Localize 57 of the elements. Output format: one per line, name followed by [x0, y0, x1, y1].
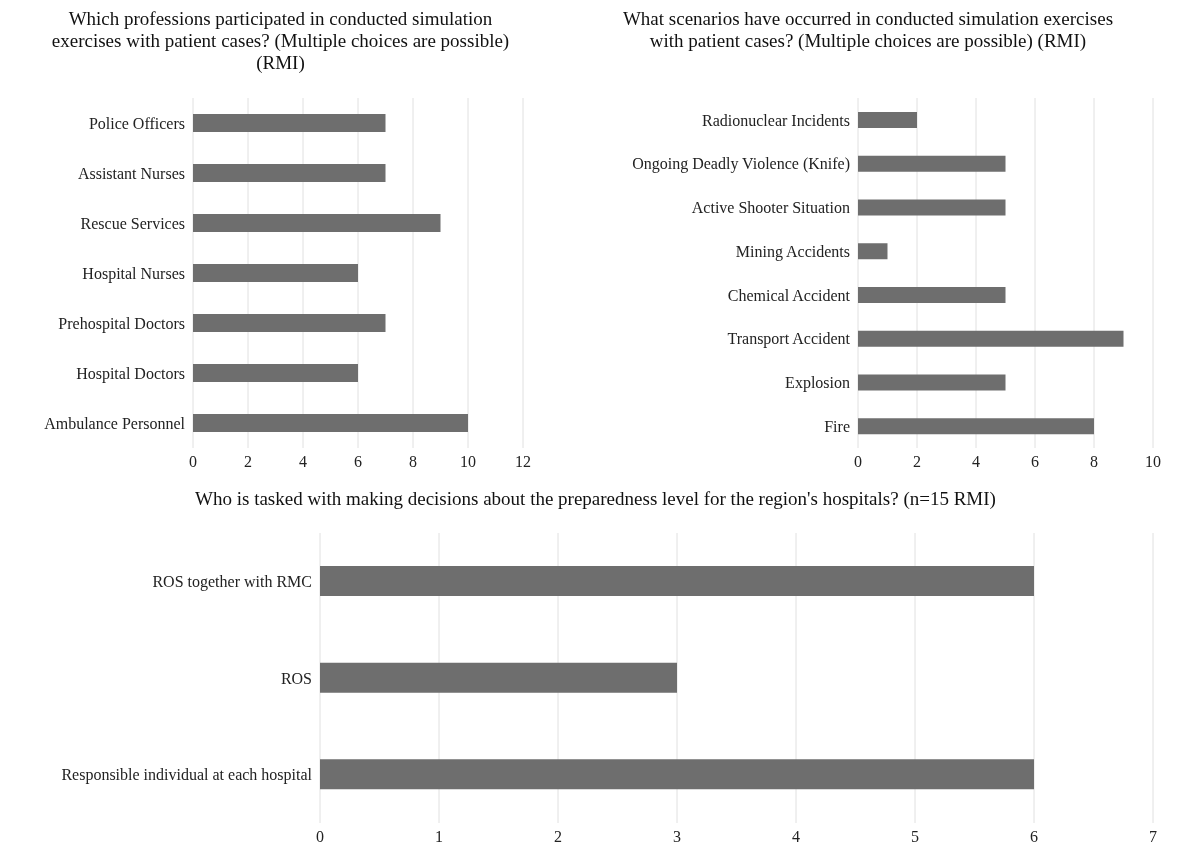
x-tick-label: 0	[854, 453, 862, 471]
y-tick-label: Mining Accidents	[735, 242, 850, 261]
x-tick-label: 10	[460, 453, 476, 471]
y-tick-label: Chemical Accident	[727, 286, 851, 304]
bar	[858, 155, 1006, 172]
bar	[858, 374, 1006, 391]
x-tick-label: 6	[1030, 828, 1038, 846]
x-tick-label: 4	[972, 453, 980, 471]
x-tick-label: 2	[244, 453, 252, 471]
y-tick-label: Prehospital Doctors	[58, 314, 185, 333]
bar	[858, 199, 1006, 216]
bar	[858, 330, 1124, 347]
chart-title: Who is tasked with making decisions about the preparedness level for the region's hospitals? (n=15 RMI)	[194, 488, 997, 511]
y-tick-label: Radionuclear Incidents	[702, 111, 850, 129]
y-tick-label: Ongoing Deadly Violence (Knife)	[632, 155, 850, 174]
bar	[858, 243, 888, 260]
chart-title: Which professions participated in conducted simulation exercises with patient cases? (Multiple choices are possible) (RMI)	[50, 8, 511, 75]
x-tick-label: 0	[189, 453, 197, 471]
y-tick-label: Explosion	[785, 374, 850, 393]
bar	[193, 364, 358, 382]
bar	[193, 164, 386, 182]
y-tick-label: Responsible individual at each hospital	[61, 766, 313, 785]
y-tick-label: Active Shooter Situation	[691, 199, 850, 217]
x-tick-label: 10	[1145, 453, 1161, 471]
x-tick-label: 4	[792, 828, 800, 846]
y-tick-label: ROS together with RMC	[152, 573, 312, 592]
bar	[858, 287, 1006, 303]
x-tick-label: 4	[299, 453, 307, 471]
bar	[193, 414, 468, 432]
x-tick-label: 8	[1090, 453, 1098, 471]
chart-title: What scenarios have occurred in conducted simulation exercises with patient cases? (Multiple choices are possible) (RMI)	[621, 8, 1115, 53]
y-tick-label: Police Officers	[88, 114, 185, 132]
x-tick-label: 0	[316, 828, 324, 846]
x-tick-label: 8	[409, 453, 417, 471]
bar	[193, 114, 386, 132]
bar	[193, 314, 386, 332]
x-tick-label: 1	[435, 828, 443, 846]
y-tick-label: Hospital Doctors	[76, 364, 185, 383]
x-tick-label: 2	[554, 828, 562, 846]
x-tick-label: 6	[1031, 453, 1039, 471]
x-tick-label: 7	[1149, 828, 1157, 846]
bar	[858, 112, 917, 128]
bar	[193, 214, 441, 232]
y-tick-label: Hospital Nurses	[82, 264, 185, 283]
y-tick-label: Fire	[824, 417, 850, 435]
x-tick-label: 5	[911, 828, 919, 846]
bar	[858, 418, 1094, 435]
y-tick-label: Transport Accident	[727, 330, 851, 349]
x-tick-label: 6	[354, 453, 362, 471]
bar	[193, 264, 358, 282]
x-tick-label: 12	[515, 453, 531, 471]
y-tick-label: Ambulance Personnel	[44, 414, 186, 432]
x-tick-label: 3	[673, 828, 681, 846]
y-tick-label: Assistant Nurses	[77, 164, 185, 182]
y-tick-label: Rescue Services	[80, 214, 185, 232]
x-tick-label: 2	[913, 453, 921, 471]
y-tick-label: ROS	[280, 669, 312, 687]
